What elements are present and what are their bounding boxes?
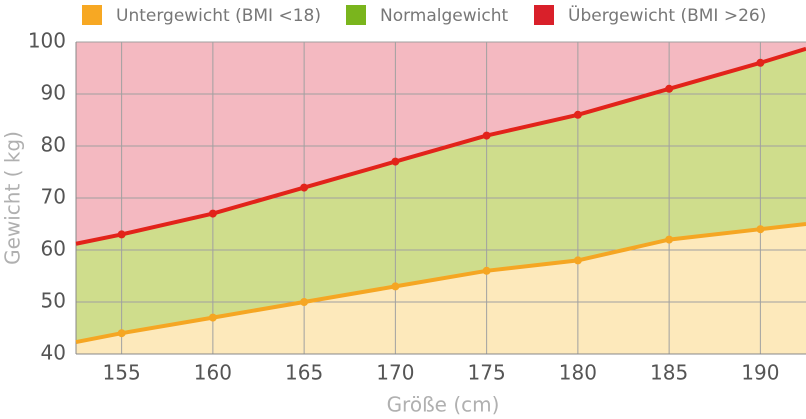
- legend-swatch: [534, 5, 554, 25]
- data-point: [482, 131, 491, 140]
- data-point: [117, 329, 126, 338]
- region-fill: [76, 42, 806, 244]
- data-point: [208, 209, 217, 218]
- y-tick-label: 90: [41, 81, 66, 105]
- data-point: [391, 282, 400, 291]
- y-tick-label: 80: [41, 133, 66, 157]
- legend-swatch: [346, 5, 366, 25]
- series-line: [75, 46, 806, 246]
- data-point: [208, 313, 217, 322]
- legend-label: Untergewicht (BMI <18): [116, 6, 321, 26]
- data-point: [665, 84, 674, 93]
- data-point: [391, 157, 400, 166]
- data-point: [756, 58, 765, 67]
- y-tick-label: 100: [28, 29, 66, 53]
- data-point: [482, 266, 491, 275]
- y-tick-label: 50: [41, 289, 66, 313]
- y-tick-label: 60: [41, 237, 66, 261]
- data-point: [117, 230, 126, 239]
- x-tick-label: 190: [741, 361, 779, 385]
- region-fill: [76, 48, 806, 343]
- legend-label: Übergewicht (BMI >26): [568, 4, 766, 26]
- legend-swatch: [82, 5, 102, 25]
- x-tick-label: 155: [103, 361, 141, 385]
- legend-label: Normalgewicht: [380, 6, 509, 26]
- y-tick-label: 70: [41, 185, 66, 209]
- y-tick-label: 40: [41, 341, 66, 365]
- data-point: [300, 183, 309, 192]
- data-point: [300, 298, 309, 306]
- x-tick-label: 180: [559, 361, 597, 385]
- data-point: [756, 225, 765, 234]
- region-fill: [76, 224, 806, 354]
- y-axis-title: Gewicht ( kg): [1, 131, 25, 265]
- x-tick-label: 170: [376, 361, 414, 385]
- x-tick-label: 165: [285, 361, 323, 385]
- x-tick-label: 175: [468, 361, 506, 385]
- x-tick-label: 185: [650, 361, 688, 385]
- series-line: [75, 222, 806, 345]
- data-point: [665, 235, 674, 244]
- x-axis-title: Größe (cm): [387, 393, 500, 417]
- x-tick-label: 160: [194, 361, 232, 385]
- data-point: [573, 110, 582, 119]
- data-point: [573, 256, 582, 265]
